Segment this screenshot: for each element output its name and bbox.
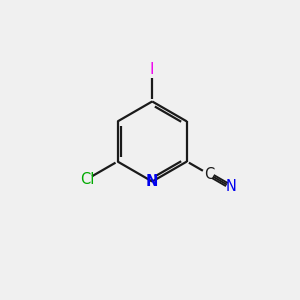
Text: I: I (150, 61, 154, 76)
Text: N: N (226, 179, 236, 194)
Text: N: N (146, 174, 158, 189)
Text: C: C (204, 167, 215, 182)
Text: Cl: Cl (80, 172, 94, 187)
